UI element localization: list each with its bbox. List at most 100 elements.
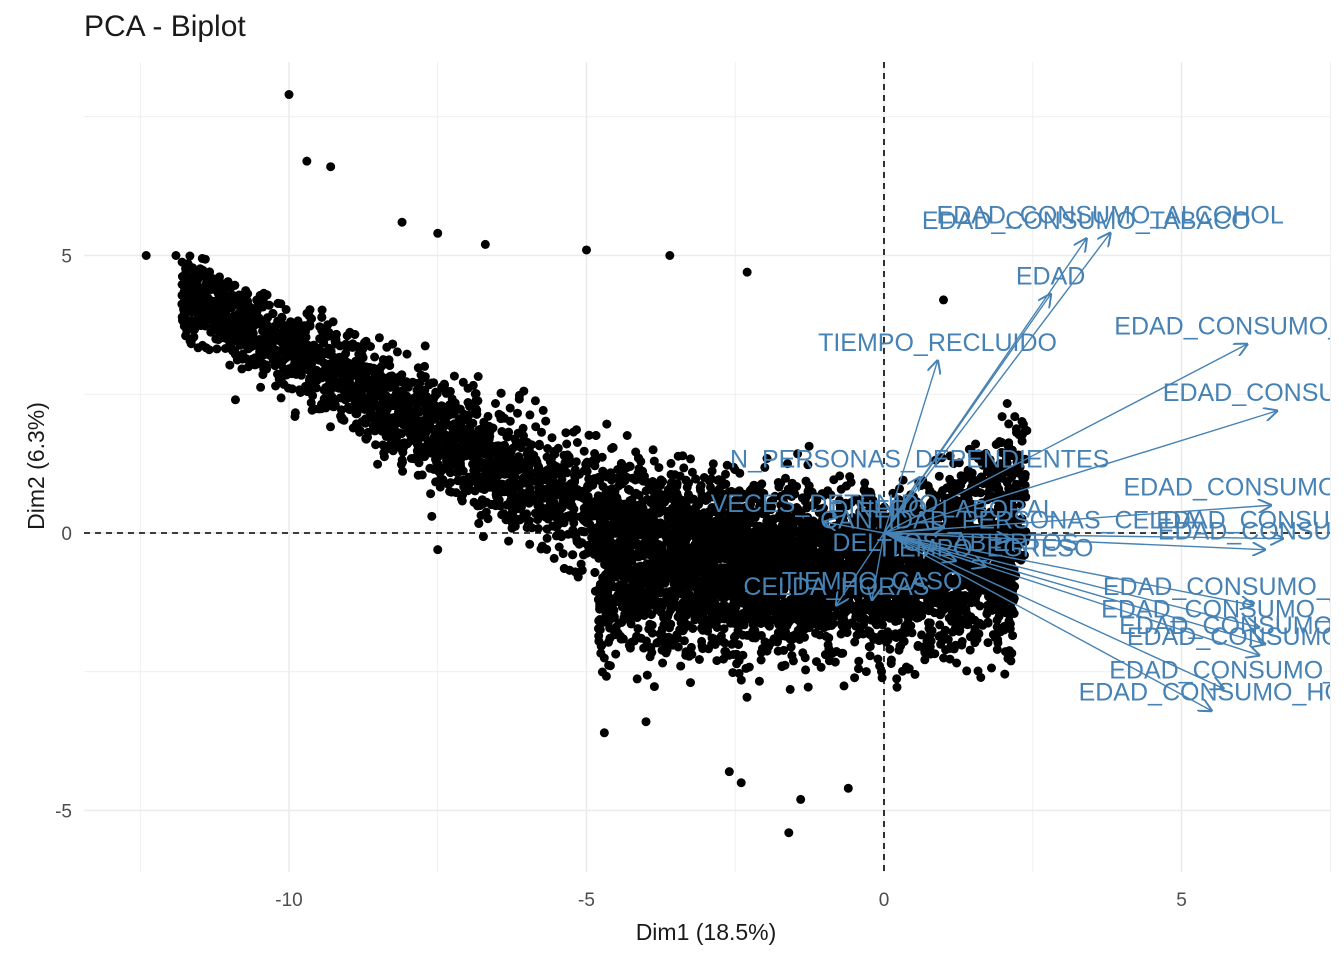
data-point [493, 441, 503, 451]
data-point [269, 327, 279, 337]
data-point [541, 416, 551, 426]
data-point [353, 342, 363, 352]
data-point [562, 512, 572, 521]
data-point [399, 438, 409, 448]
data-point [480, 420, 490, 430]
data-point [427, 424, 437, 434]
data-point [525, 484, 535, 493]
data-point [293, 334, 303, 344]
data-point [534, 504, 544, 514]
data-point [568, 550, 577, 560]
data-point [373, 459, 383, 469]
data-point [496, 388, 506, 398]
data-point [419, 418, 429, 428]
data-point [525, 410, 535, 420]
data-point [508, 468, 518, 478]
data-point [280, 354, 290, 364]
data-point [589, 532, 598, 542]
data-point [366, 399, 375, 409]
data-point [281, 305, 291, 314]
data-point [231, 331, 241, 341]
data-point [507, 523, 517, 533]
data-point [246, 311, 256, 321]
data-point [1004, 419, 1014, 429]
data-point [519, 386, 529, 396]
data-point [472, 409, 482, 419]
data-point [361, 434, 371, 444]
data-point [530, 396, 540, 406]
data-point [258, 370, 268, 380]
data-point [377, 378, 387, 388]
data-point [256, 382, 266, 392]
data-point [526, 471, 535, 481]
data-point [501, 486, 510, 496]
data-point [357, 417, 367, 427]
data-point [542, 452, 552, 462]
data-point [697, 490, 707, 500]
data-point [625, 496, 635, 506]
data-point [565, 458, 575, 468]
data-point [365, 410, 375, 420]
data-point [397, 455, 407, 465]
data-point [444, 434, 453, 444]
data-point [441, 388, 451, 398]
data-point [179, 287, 189, 297]
data-point [475, 432, 485, 442]
data-point [273, 298, 283, 308]
data-point [406, 414, 416, 424]
data-point [420, 452, 429, 462]
data-point [1010, 412, 1020, 422]
data-point [534, 483, 544, 493]
data-point [487, 499, 497, 509]
data-point [264, 300, 274, 310]
data-point [391, 433, 401, 443]
data-point [579, 446, 589, 456]
data-point [424, 380, 434, 390]
data-point [686, 454, 695, 464]
data-point [435, 475, 445, 485]
data-point [197, 254, 207, 263]
data-point [583, 504, 593, 513]
data-point [678, 451, 688, 461]
data-point [865, 651, 875, 661]
data-point [513, 408, 522, 418]
data-point [481, 476, 491, 486]
data-point [538, 405, 548, 415]
data-point [505, 416, 515, 426]
data-point [542, 524, 552, 534]
data-point [212, 296, 222, 306]
data-point [274, 347, 284, 357]
data-point [582, 548, 592, 558]
data-point [577, 565, 587, 575]
data-point [439, 379, 449, 389]
data-point [225, 360, 235, 370]
data-point [276, 393, 286, 403]
data-point [271, 381, 281, 391]
data-point [185, 251, 195, 261]
data-point [483, 514, 493, 524]
data-point [261, 320, 271, 330]
data-point [226, 282, 236, 292]
data-point [274, 374, 284, 384]
data-point [595, 476, 605, 485]
data-point [351, 382, 361, 392]
data-point [189, 279, 199, 289]
data-point [377, 414, 387, 424]
data-point [997, 412, 1007, 422]
data-point [177, 257, 187, 267]
data-point [494, 479, 504, 489]
data-point [546, 462, 556, 472]
data-point [616, 459, 626, 468]
data-point [542, 533, 552, 543]
data-point [456, 419, 466, 429]
data-point [453, 466, 463, 476]
data-point [708, 459, 718, 469]
data-point [504, 499, 514, 509]
data-point [228, 346, 237, 356]
data-point [197, 297, 207, 307]
data-point [622, 431, 632, 440]
data-point [648, 445, 658, 455]
data-point [450, 404, 460, 414]
data-point [384, 397, 394, 407]
